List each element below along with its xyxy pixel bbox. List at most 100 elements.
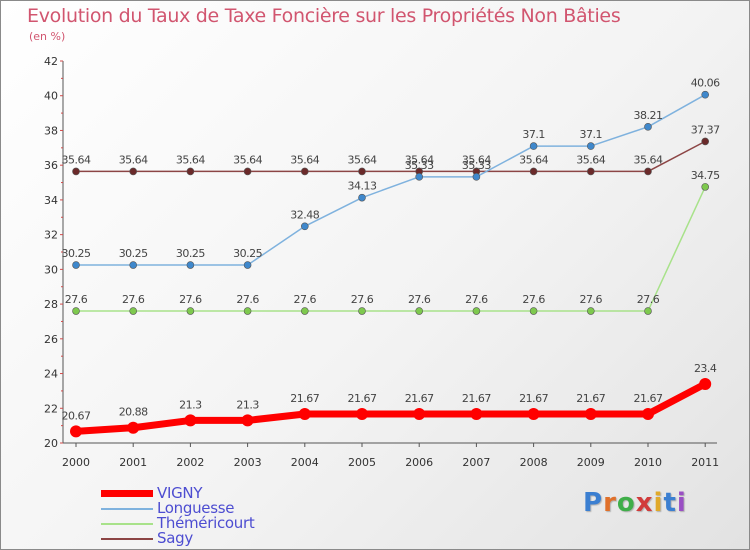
data-label: 37.37 (691, 123, 720, 136)
data-point (529, 307, 538, 315)
data-label: 35.64 (348, 153, 377, 166)
data-point (70, 425, 82, 438)
data-point (699, 377, 712, 390)
series-line-vigny (72, 380, 709, 435)
legend-label: Longuesse (157, 499, 235, 517)
y-tick-label: 24 (44, 368, 58, 381)
logo-letter: i (653, 488, 664, 518)
data-label: 27.6 (65, 293, 88, 306)
legend-item: VIGNY (101, 484, 301, 502)
data-point (701, 183, 710, 191)
series-line-théméricourt (75, 186, 706, 312)
legend-label: VIGNY (157, 484, 203, 502)
data-point (701, 90, 710, 99)
x-tick-label: 2001 (119, 456, 147, 469)
y-tick-label: 28 (44, 298, 58, 311)
data-point (527, 408, 540, 421)
y-tick-label: 38 (44, 124, 58, 137)
data-label: 21.67 (634, 392, 663, 405)
data-label: 21.67 (462, 392, 491, 405)
legend-swatch (101, 490, 153, 497)
series-line-longuesse (75, 93, 706, 266)
data-label: 27.6 (637, 293, 660, 306)
x-tick-label: 2011 (691, 456, 719, 469)
data-point (129, 167, 137, 176)
y-tick-label: 40 (44, 90, 58, 103)
logo-letter: i (676, 488, 687, 518)
data-label: 35.64 (576, 153, 605, 166)
data-point (300, 307, 309, 315)
y-tick-label: 30 (44, 263, 58, 276)
data-point (243, 167, 252, 176)
data-label: 27.6 (236, 293, 259, 306)
data-point (72, 167, 80, 176)
data-label: 30.25 (62, 247, 91, 260)
data-label: 21.3 (236, 398, 259, 411)
data-label: 35.64 (462, 153, 491, 166)
data-label: 35.33 (405, 159, 434, 172)
data-point (358, 307, 366, 315)
data-point (644, 123, 652, 131)
logo-letter: o (616, 488, 636, 518)
data-point (358, 167, 366, 176)
data-point (184, 414, 197, 427)
data-point (644, 307, 652, 315)
data-label: 30.25 (176, 247, 205, 260)
data-point (529, 142, 538, 150)
data-label: 35.64 (290, 153, 319, 166)
data-label: 20.88 (119, 406, 148, 419)
data-point (529, 167, 538, 176)
y-tick-label: 32 (44, 229, 58, 242)
x-tick-label: 2009 (577, 456, 605, 469)
proxiti-logo: Proxiti (583, 488, 687, 518)
data-label: 37.1 (580, 128, 603, 141)
data-label: 34.13 (348, 180, 377, 193)
data-label: 27.6 (351, 293, 374, 306)
y-tick-label: 34 (44, 194, 58, 207)
series-line-sagy (75, 140, 706, 173)
data-point (300, 222, 309, 231)
data-point (642, 408, 654, 421)
data-point (72, 307, 80, 315)
data-point (470, 408, 483, 421)
data-point (241, 414, 254, 427)
data-label: 38.21 (634, 109, 663, 122)
x-tick-label: 2007 (462, 456, 490, 469)
data-label: 30.25 (233, 247, 262, 260)
data-label: 27.6 (294, 293, 317, 306)
x-tick-label: 2003 (234, 456, 262, 469)
data-point (586, 142, 595, 150)
data-label: 21.3 (179, 398, 202, 411)
data-label: 20.67 (62, 409, 91, 422)
data-label: 40.06 (691, 77, 720, 90)
x-tick-label: 2005 (348, 456, 376, 469)
x-tick-label: 2010 (634, 456, 662, 469)
data-point (586, 167, 595, 176)
logo-letter: x (635, 488, 654, 518)
data-point (298, 408, 311, 421)
data-point (127, 421, 140, 434)
y-tick-label: 36 (44, 159, 58, 172)
y-tick-label: 22 (44, 402, 58, 415)
x-tick-label: 2000 (62, 456, 90, 469)
data-label: 34.75 (691, 169, 720, 182)
legend-item: Théméricourt (101, 514, 301, 532)
legend-label: Théméricourt (157, 514, 255, 532)
data-point (129, 261, 137, 269)
data-point (472, 307, 481, 315)
data-point (243, 261, 252, 269)
data-label: 27.6 (179, 293, 202, 306)
data-point (472, 173, 481, 181)
data-point (129, 307, 137, 315)
x-tick-label: 2006 (405, 456, 433, 469)
logo-letter: t (663, 488, 677, 518)
x-tick-label: 2008 (520, 456, 548, 469)
data-label: 35.64 (119, 153, 148, 166)
data-label: 23.4 (694, 362, 717, 375)
data-label: 21.67 (576, 392, 605, 405)
data-label: 35.64 (405, 153, 434, 166)
data-label: 32.48 (290, 208, 319, 221)
data-label: 35.64 (634, 153, 663, 166)
y-tick-label: 20 (44, 437, 58, 450)
